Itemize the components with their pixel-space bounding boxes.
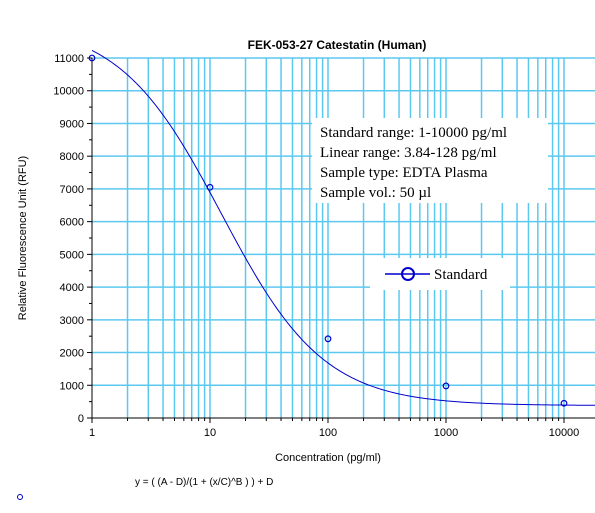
annotation-linear-range: Linear range: 3.84-128 pg/ml (320, 145, 497, 161)
x-tick-label: 10000 (549, 427, 580, 439)
x-tick-label: 10 (204, 427, 216, 439)
annotation-standard-range: Standard range: 1-10000 pg/ml (320, 125, 507, 141)
chart-title: FEK-053-27 Catestatin (Human) (248, 38, 427, 52)
y-tick-label: 3000 (60, 315, 84, 327)
annotation-sample-volume: Sample vol.: 50 µl (320, 185, 431, 201)
x-axis-label: Concentration (pg/ml) (275, 452, 381, 464)
legend-label: Standard (434, 267, 488, 283)
corner-marker (17, 494, 23, 500)
y-tick-label: 0 (78, 413, 84, 425)
y-tick-label: 4000 (60, 282, 84, 294)
data-point (206, 183, 214, 191)
y-tick-label: 8000 (60, 151, 84, 163)
data-point (324, 335, 332, 343)
y-axis-label: Relative Fluorescence Unit (RFU) (17, 156, 29, 320)
data-points (88, 54, 568, 407)
y-tick-label: 9000 (60, 118, 84, 130)
y-tick-label: 10000 (53, 86, 84, 98)
y-tick-label: 11000 (54, 53, 84, 65)
y-tick-label: 6000 (60, 217, 84, 229)
x-tick-label: 100 (319, 427, 337, 439)
x-tick-label: 1 (89, 427, 95, 439)
y-axis-ticks: 0 1000 2000 3000 4000 5000 6000 7000 8000 9000 100… (53, 53, 92, 425)
fit-curve-path (91, 49, 595, 406)
y-tick-label: 1000 (60, 380, 84, 392)
fit-equation: y = ( (A - D)/(1 + (x/C)^B ) ) + D (135, 477, 273, 488)
data-point (88, 54, 96, 62)
x-tick-label: 1000 (434, 427, 458, 439)
grid-lines (92, 57, 595, 418)
legend-marker (401, 267, 415, 281)
y-tick-label: 2000 (60, 348, 84, 360)
annotation-sample-type: Sample type: EDTA Plasma (320, 165, 488, 181)
annotation-box (312, 118, 548, 203)
y-tick-label: 5000 (60, 249, 84, 261)
y-tick-label: 7000 (60, 184, 84, 196)
fit-curve (91, 49, 595, 406)
legend: Standard (370, 258, 510, 290)
data-point (560, 399, 568, 407)
x-axis-ticks: 1 10 100 1000 10000 (89, 418, 579, 439)
data-point (442, 382, 450, 390)
axes (91, 58, 595, 419)
